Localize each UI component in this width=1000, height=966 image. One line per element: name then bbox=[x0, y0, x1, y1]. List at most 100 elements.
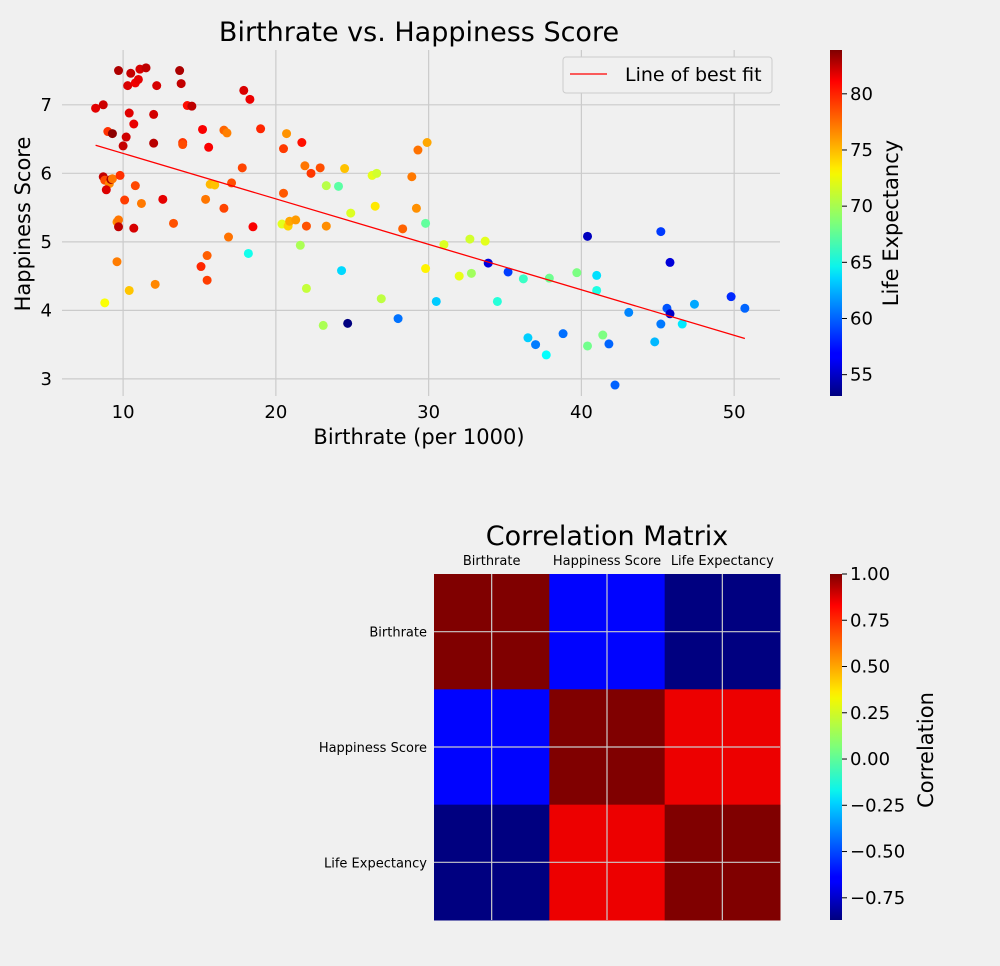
data-point bbox=[583, 231, 593, 241]
data-point bbox=[149, 109, 159, 119]
data-point bbox=[124, 108, 134, 118]
data-point bbox=[315, 163, 325, 173]
fit-line bbox=[95, 144, 746, 340]
data-point bbox=[572, 268, 582, 278]
data-point bbox=[726, 292, 736, 302]
data-point bbox=[120, 195, 130, 205]
data-point bbox=[149, 138, 159, 148]
data-point bbox=[169, 218, 179, 228]
data-point bbox=[343, 318, 353, 328]
data-point bbox=[136, 198, 146, 208]
y-tick-label: 4 bbox=[41, 300, 52, 321]
colorbar-correlation bbox=[830, 574, 842, 920]
colorbar-tick-label: 0.25 bbox=[850, 703, 890, 724]
colorbar-ticks: 1.00 0.75 0.50 0.25 0.00 −0.25 −0.50 −0.75 bbox=[842, 564, 905, 909]
data-point bbox=[130, 181, 140, 191]
data-point bbox=[306, 168, 316, 178]
legend-label: Line of best fit bbox=[625, 64, 762, 86]
data-point bbox=[237, 163, 247, 173]
data-point bbox=[337, 266, 347, 276]
scatter-colorbar: 55 60 65 70 75 80 Life Expectancy bbox=[830, 50, 903, 396]
data-point bbox=[523, 333, 533, 343]
heatmap-row-label: Life Expectancy bbox=[324, 856, 427, 871]
data-point bbox=[98, 100, 108, 110]
data-point bbox=[370, 201, 380, 211]
data-point bbox=[624, 307, 634, 317]
data-point bbox=[243, 248, 253, 258]
data-point bbox=[198, 124, 208, 134]
heatmap-labels: Birthrate Birthrate Happiness Score Happine… bbox=[319, 554, 774, 871]
scatter-grid bbox=[62, 50, 780, 396]
data-point bbox=[372, 168, 382, 178]
data-point bbox=[107, 129, 117, 139]
x-tick-label: 30 bbox=[417, 402, 440, 423]
legend-box bbox=[562, 56, 773, 94]
correlation-heatmap: Correlation Matrix Birthrate Birthrate Hap… bbox=[319, 521, 938, 921]
data-point bbox=[152, 81, 162, 91]
data-point bbox=[492, 296, 502, 306]
data-point bbox=[202, 275, 212, 285]
data-point bbox=[129, 223, 139, 233]
colorbar-tick-label: 75 bbox=[850, 140, 873, 161]
data-point bbox=[248, 222, 258, 232]
data-point bbox=[158, 194, 168, 204]
data-point bbox=[346, 208, 356, 218]
data-point bbox=[541, 350, 551, 360]
data-point bbox=[650, 337, 660, 347]
data-point bbox=[295, 240, 305, 250]
data-point bbox=[114, 66, 124, 76]
data-point bbox=[610, 380, 620, 390]
heatmap-grid bbox=[434, 574, 780, 920]
data-point bbox=[518, 274, 528, 284]
data-point bbox=[592, 285, 602, 295]
data-point bbox=[422, 137, 432, 147]
data-point bbox=[656, 227, 666, 237]
data-point bbox=[124, 285, 134, 295]
data-point bbox=[107, 174, 117, 184]
data-point bbox=[656, 319, 666, 329]
data-point bbox=[431, 296, 441, 306]
colorbar-tick-label: 0.00 bbox=[850, 749, 890, 770]
data-point bbox=[413, 145, 423, 155]
data-point bbox=[279, 188, 289, 198]
scatter-title: Birthrate vs. Happiness Score bbox=[219, 17, 619, 48]
data-point bbox=[340, 164, 350, 174]
colorbar-tick-label: −0.50 bbox=[850, 842, 905, 863]
data-point bbox=[187, 101, 197, 111]
y-tick-label: 3 bbox=[41, 369, 52, 390]
data-point bbox=[114, 222, 124, 232]
data-point bbox=[300, 161, 310, 171]
data-point bbox=[176, 79, 186, 89]
colorbar-tick-label: 65 bbox=[850, 252, 873, 273]
data-point bbox=[480, 236, 490, 246]
heatmap-column-label: Birthrate bbox=[463, 554, 521, 569]
data-point bbox=[204, 142, 214, 152]
data-point bbox=[421, 218, 431, 228]
data-point bbox=[239, 85, 249, 95]
colorbar-tick-label: 70 bbox=[850, 196, 873, 217]
data-point bbox=[201, 194, 211, 204]
data-point bbox=[321, 181, 331, 191]
data-point bbox=[598, 330, 608, 340]
data-point bbox=[178, 140, 188, 150]
data-point bbox=[677, 319, 687, 329]
scatter-y-label: Happiness Score bbox=[11, 137, 35, 312]
colorbar-tick-label: 0.50 bbox=[850, 657, 890, 678]
data-point bbox=[740, 303, 750, 313]
data-point bbox=[318, 320, 328, 330]
data-point bbox=[503, 267, 513, 277]
heatmap-row-label: Birthrate bbox=[369, 626, 427, 641]
colorbar-tick-label: 80 bbox=[850, 84, 873, 105]
data-point bbox=[439, 240, 449, 250]
data-point bbox=[115, 170, 125, 180]
data-point bbox=[301, 221, 311, 231]
data-point bbox=[321, 221, 331, 231]
data-point bbox=[297, 137, 307, 147]
x-tick-label: 40 bbox=[570, 402, 593, 423]
heatmap-column-label: Life Expectancy bbox=[671, 554, 774, 569]
colorbar-tick-label: 55 bbox=[850, 365, 873, 386]
data-point bbox=[121, 132, 131, 142]
data-point bbox=[150, 279, 160, 289]
data-point bbox=[421, 264, 431, 274]
